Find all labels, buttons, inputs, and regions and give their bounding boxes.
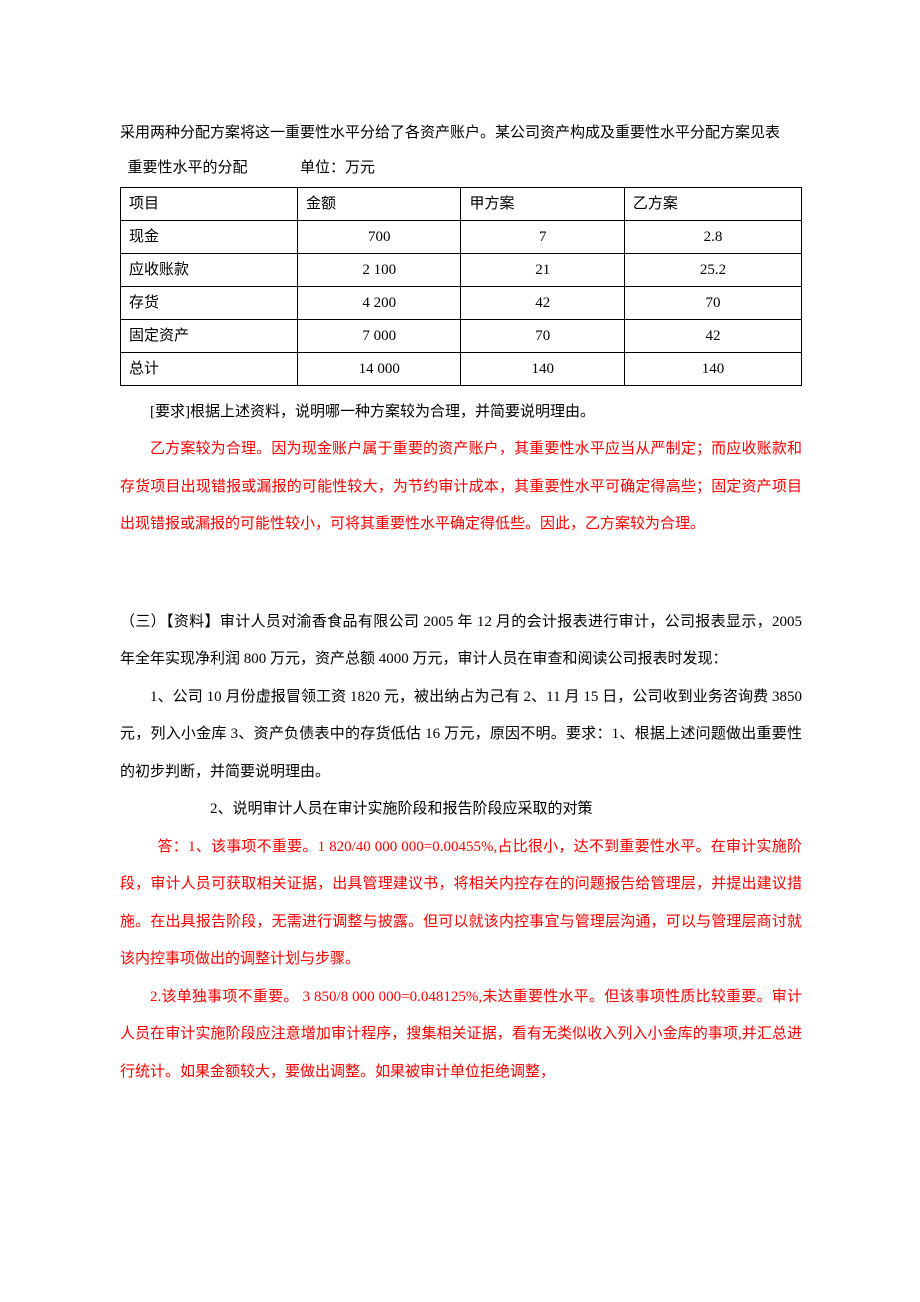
table-cell: 固定资产 (121, 319, 298, 352)
table-cell: 14 000 (298, 352, 461, 385)
table-header-row: 项目 金额 甲方案 乙方案 (121, 187, 802, 220)
case3-req2: 2、说明审计人员在审计实施阶段和报告阶段应采取的对策 (120, 791, 802, 829)
requirement-paragraph: [要求]根据上述资料，说明哪一种方案较为合理，并简要说明理由。 (120, 394, 802, 432)
table-cell: 42 (624, 319, 801, 352)
table-cell: 42 (461, 286, 624, 319)
table-cell: 7 (461, 220, 624, 253)
case3-intro: （三）【资料】审计人员对渝香食品有限公司 2005 年 12 月的会计报表进行审… (120, 604, 802, 679)
case3-answer1: 答：1、该事项不重要。1 820/40 000 000=0.00455%,占比很… (120, 829, 802, 979)
table-title-left: 重要性水平的分配 (128, 160, 248, 176)
table-cell: 2.8 (624, 220, 801, 253)
table-header: 甲方案 (461, 187, 624, 220)
table-title: 重要性水平的分配 单位：万元 (120, 153, 802, 183)
table-cell: 应收账款 (121, 253, 298, 286)
table-cell: 700 (298, 220, 461, 253)
table-cell: 存货 (121, 286, 298, 319)
table-row: 固定资产 7 000 70 42 (121, 319, 802, 352)
table-cell: 70 (624, 286, 801, 319)
table-cell: 现金 (121, 220, 298, 253)
table-cell: 4 200 (298, 286, 461, 319)
table-row: 应收账款 2 100 21 25.2 (121, 253, 802, 286)
table-cell: 140 (624, 352, 801, 385)
section-gap (120, 544, 802, 604)
table-row: 存货 4 200 42 70 (121, 286, 802, 319)
case3-answer2: 2.该单独事项不重要。 3 850/8 000 000=0.048125%,未达… (120, 979, 802, 1092)
table-header: 金额 (298, 187, 461, 220)
table-row: 总计 14 000 140 140 (121, 352, 802, 385)
table-cell: 25.2 (624, 253, 801, 286)
table-header: 乙方案 (624, 187, 801, 220)
answer-paragraph: 乙方案较为合理。因为现金账户属于重要的资产账户，其重要性水平应当从严制定；而应收… (120, 431, 802, 544)
allocation-table: 项目 金额 甲方案 乙方案 现金 700 7 2.8 应收账款 2 100 21… (120, 187, 802, 386)
table-cell: 总计 (121, 352, 298, 385)
table-cell: 140 (461, 352, 624, 385)
table-title-right: 单位：万元 (300, 160, 375, 176)
table-header: 项目 (121, 187, 298, 220)
table-cell: 2 100 (298, 253, 461, 286)
table-cell: 7 000 (298, 319, 461, 352)
case3-findings: 1、公司 10 月份虚报冒领工资 1820 元，被出纳占为己有 2、11 月 1… (120, 679, 802, 792)
table-cell: 21 (461, 253, 624, 286)
table-cell: 70 (461, 319, 624, 352)
table-row: 现金 700 7 2.8 (121, 220, 802, 253)
intro-paragraph: 采用两种分配方案将这一重要性水平分给了各资产账户。某公司资产构成及重要性水平分配… (120, 115, 802, 153)
